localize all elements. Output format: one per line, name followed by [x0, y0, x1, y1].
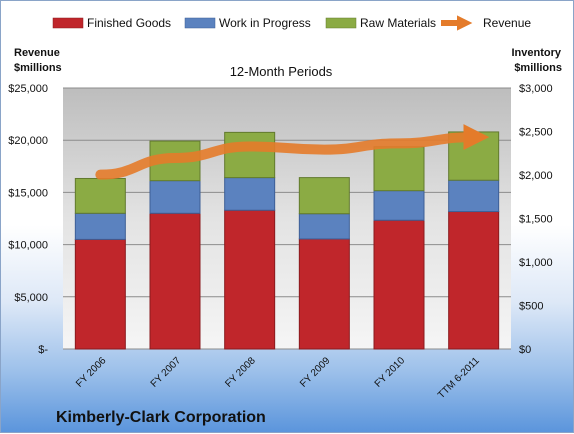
bar-segment-work-in-progress — [149, 180, 201, 214]
bar-segment-finished-goods — [74, 238, 126, 350]
bar-segment-finished-goods — [448, 211, 500, 350]
bar-segment-work-in-progress — [74, 212, 126, 240]
plot-area — [63, 88, 511, 349]
legend-item-revenue: Revenue — [441, 15, 531, 31]
bar-segment-finished-goods — [224, 209, 276, 350]
legend-label-work-in-progress: Work in Progress — [219, 16, 311, 30]
legend-swatch-finished-goods — [52, 17, 84, 29]
bars — [74, 131, 500, 350]
left-tick-label: $5,000 — [14, 292, 48, 304]
left-tick-label: $20,000 — [8, 135, 48, 147]
left-axis-title-line1: Revenue — [14, 47, 60, 59]
legend: Finished Goods Work in Progress Raw Mate… — [52, 15, 531, 31]
x-tick-label: FY 2008 — [223, 355, 258, 390]
left-axis-title-line2: $millions — [14, 62, 62, 74]
x-axis-ticks: FY 2006 FY 2007 FY 2008 FY 2009 FY 2010 TTM 6… — [74, 355, 482, 401]
bar-segment-raw-materials — [224, 131, 276, 179]
right-tick-label: $500 — [519, 301, 543, 313]
legend-item-finished-goods: Finished Goods — [52, 16, 171, 30]
bar-segment-raw-materials — [74, 177, 126, 214]
bar-segment-work-in-progress — [448, 179, 500, 213]
legend-item-work-in-progress: Work in Progress — [184, 16, 311, 30]
chart-subtitle: 12-Month Periods — [230, 64, 333, 79]
right-tick-label: $2,500 — [519, 127, 553, 139]
bar-segment-raw-materials — [298, 177, 350, 215]
left-axis-ticks: $- $5,000 $10,000 $15,000 $20,000 $25,000 — [8, 83, 48, 356]
right-tick-label: $1,500 — [519, 214, 553, 226]
left-tick-label: $10,000 — [8, 240, 48, 252]
right-axis-ticks: $0 $500 $1,000 $1,500 $2,000 $2,500 $3,000 — [519, 83, 553, 356]
legend-label-finished-goods: Finished Goods — [87, 16, 171, 30]
bar-segment-finished-goods — [373, 219, 425, 350]
bar-segment-work-in-progress — [298, 213, 350, 240]
bar-segment-finished-goods — [298, 238, 350, 350]
bar-segment-finished-goods — [149, 212, 201, 350]
revenue-line — [95, 124, 490, 180]
bar-segment-work-in-progress — [373, 190, 425, 221]
right-axis-title-line2: $millions — [514, 62, 562, 74]
left-tick-label: $- — [38, 344, 48, 356]
legend-label-raw-materials: Raw Materials — [360, 16, 436, 30]
x-tick-label: FY 2007 — [149, 355, 184, 390]
bar-segment-work-in-progress — [224, 177, 276, 211]
company-name: Kimberly-Clark Corporation — [56, 409, 266, 426]
legend-swatch-work-in-progress — [184, 17, 216, 29]
x-tick-label: TTM 6-2011 — [436, 355, 482, 401]
legend-item-raw-materials: Raw Materials — [325, 16, 436, 30]
x-tick-label: FY 2010 — [373, 355, 408, 390]
x-tick-label: FY 2006 — [74, 355, 109, 390]
right-tick-label: $0 — [519, 344, 531, 356]
right-tick-label: $2,000 — [519, 170, 553, 182]
legend-swatch-raw-materials — [325, 17, 357, 29]
legend-label-revenue: Revenue — [483, 16, 531, 30]
right-axis-title-line1: Inventory — [511, 47, 561, 59]
right-tick-label: $3,000 — [519, 83, 553, 95]
x-tick-label: FY 2009 — [298, 355, 333, 390]
revenue-line-layer — [95, 124, 490, 180]
left-tick-label: $15,000 — [8, 187, 48, 199]
bar-segment-raw-materials — [373, 146, 425, 192]
right-tick-label: $1,000 — [519, 257, 553, 269]
left-tick-label: $25,000 — [8, 83, 48, 95]
gridlines — [63, 87, 511, 350]
